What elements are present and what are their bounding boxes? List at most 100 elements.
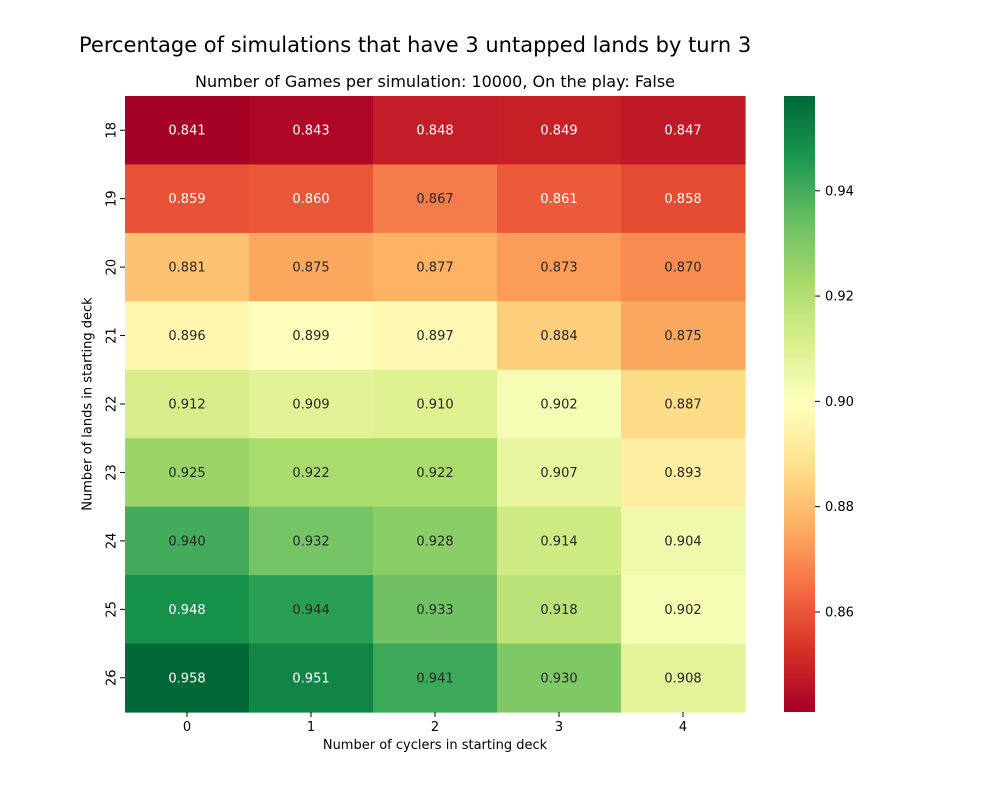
cell-value-label: 0.860 [292, 192, 329, 207]
cell-value-label: 0.884 [540, 329, 577, 344]
cell-value-label: 0.887 [664, 398, 701, 413]
cell-value-label: 0.870 [664, 261, 701, 276]
heatmap-cell [125, 164, 250, 234]
cell-value-label: 0.932 [292, 534, 329, 549]
cell-value-label: 0.933 [416, 603, 453, 618]
heatmap-cell [497, 643, 622, 713]
colorbar-tick-label: 0.92 [825, 290, 854, 305]
heatmap-cell [497, 575, 622, 645]
cell-value-label: 0.922 [416, 466, 453, 481]
cell-value-label: 0.897 [416, 329, 453, 344]
cell-value-label: 0.951 [292, 671, 329, 686]
cell-value-label: 0.902 [664, 603, 701, 618]
chart-title: Number of Games per simulation: 10000, O… [194, 72, 676, 91]
y-tick-label: 23 [105, 464, 120, 481]
heatmap-cell [497, 301, 622, 371]
x-tick-label: 4 [679, 720, 687, 735]
cell-value-label: 0.893 [664, 466, 701, 481]
heatmap-cell [249, 232, 374, 302]
cell-value-label: 0.848 [416, 124, 453, 139]
y-tick-label: 26 [105, 670, 120, 687]
cell-value-label: 0.849 [540, 124, 577, 139]
colorbar-ticks: 0.86 0.88 0.90 0.92 0.94 [815, 184, 854, 620]
cell-value-label: 0.877 [416, 261, 453, 276]
cell-value-label: 0.907 [540, 466, 577, 481]
x-tick-label: 3 [555, 720, 563, 735]
heatmap-cell [373, 643, 498, 713]
heatmap-cell [249, 575, 374, 645]
x-tick-label: 1 [307, 720, 315, 735]
heatmap-cell [621, 575, 746, 645]
cell-value-label: 0.904 [664, 534, 701, 549]
cell-value-label: 0.912 [168, 398, 205, 413]
heatmap-cell [125, 643, 250, 713]
colorbar [784, 96, 815, 712]
heatmap-cell [249, 438, 374, 508]
heatmap-cell [125, 575, 250, 645]
colorbar-tick-label: 0.86 [825, 605, 854, 620]
heatmap-cell [621, 643, 746, 713]
y-tick-label: 21 [105, 327, 120, 344]
heatmap-cell [373, 438, 498, 508]
heatmap-cell [621, 96, 746, 166]
cell-value-label: 0.958 [168, 671, 205, 686]
cell-value-label: 0.867 [416, 192, 453, 207]
x-tick-label: 0 [183, 720, 191, 735]
y-tick-label: 25 [105, 601, 120, 618]
cell-value-label: 0.875 [664, 329, 701, 344]
heatmap-cell [497, 232, 622, 302]
cell-value-label: 0.899 [292, 329, 329, 344]
cell-value-label: 0.873 [540, 261, 577, 276]
x-axis-label: Number of cyclers in starting deck [322, 738, 548, 753]
heatmap-cell [249, 506, 374, 576]
cell-value-label: 0.941 [416, 671, 453, 686]
cell-value-label: 0.881 [168, 261, 205, 276]
cell-value-label: 0.858 [664, 192, 701, 207]
cell-value-label: 0.909 [292, 398, 329, 413]
heatmap-cell [125, 301, 250, 371]
heatmap-cell [249, 301, 374, 371]
cell-value-label: 0.948 [168, 603, 205, 618]
cell-value-label: 0.914 [540, 534, 577, 549]
cell-value-label: 0.847 [664, 124, 701, 139]
cell-value-label: 0.859 [168, 192, 205, 207]
heatmap-cell [497, 438, 622, 508]
heatmap-cell [249, 96, 374, 166]
heatmap-cell [621, 369, 746, 439]
heatmap-cell [621, 301, 746, 371]
cell-value-label: 0.875 [292, 261, 329, 276]
heatmap-cell [497, 164, 622, 234]
heatmap-cell [497, 369, 622, 439]
heatmap-cell [125, 506, 250, 576]
colorbar-tick-label: 0.90 [825, 395, 854, 410]
heatmap-cell [373, 506, 498, 576]
cell-value-label: 0.841 [168, 124, 205, 139]
cell-value-label: 0.928 [416, 534, 453, 549]
heatmap-cell [621, 438, 746, 508]
heatmap-cell [373, 232, 498, 302]
cell-value-label: 0.922 [292, 466, 329, 481]
heatmap-cell [497, 506, 622, 576]
cell-value-label: 0.843 [292, 124, 329, 139]
heatmap-cell [249, 164, 374, 234]
y-tick-label: 18 [105, 122, 120, 139]
y-tick-label: 24 [105, 533, 120, 550]
y-tick-label: 19 [105, 190, 120, 207]
heatmap-cell [497, 96, 622, 166]
chart-suptitle: Percentage of simulations that have 3 un… [79, 33, 752, 57]
y-tick-label: 20 [105, 259, 120, 276]
cell-value-label: 0.861 [540, 192, 577, 207]
heatmap-cell [249, 369, 374, 439]
cell-value-label: 0.896 [168, 329, 205, 344]
cell-value-label: 0.944 [292, 603, 329, 618]
cell-value-label: 0.902 [540, 398, 577, 413]
x-tick-label: 2 [431, 720, 439, 735]
heatmap-cell [373, 301, 498, 371]
heatmap-cell [125, 369, 250, 439]
y-axis-ticks: 18 19 20 21 22 23 24 25 26 [105, 122, 125, 687]
cell-value-label: 0.940 [168, 534, 205, 549]
cell-value-label: 0.925 [168, 466, 205, 481]
cell-value-label: 0.918 [540, 603, 577, 618]
colorbar-tick-label: 0.88 [825, 500, 854, 515]
